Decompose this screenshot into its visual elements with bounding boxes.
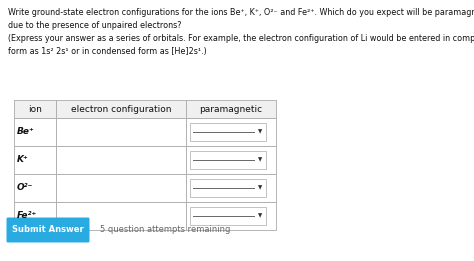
Bar [56,100,186,118]
Text: due to the presence of unpaired electrons?: due to the presence of unpaired electron… [8,21,182,30]
Text: O²⁻: O²⁻ [17,183,33,193]
Text: ▼: ▼ [258,157,262,163]
Text: Write ground-state electron configurations for the ions Be⁺, K⁺, O²⁻ and Fe²⁺. W: Write ground-state electron configuratio… [8,8,474,17]
Bar [186,202,276,230]
Bar [14,100,56,118]
Bar [56,202,186,230]
Text: form as 1s² 2s¹ or in condensed form as [He]2s¹.): form as 1s² 2s¹ or in condensed form as … [8,47,207,56]
Text: Be⁺: Be⁺ [17,128,35,137]
Text: electron configuration: electron configuration [71,104,171,114]
Text: K⁺: K⁺ [17,156,29,164]
Text: ▼: ▼ [258,213,262,218]
Bar [14,146,56,174]
Bar [186,118,276,146]
Text: ion: ion [28,104,42,114]
Bar [190,151,266,169]
Bar [14,174,56,202]
Bar [14,118,56,146]
FancyBboxPatch shape [7,217,90,242]
Bar [190,207,266,225]
Bar [186,174,276,202]
Text: Submit Answer: Submit Answer [12,226,84,234]
Bar [14,202,56,230]
Bar [190,123,266,141]
Text: ▼: ▼ [258,186,262,191]
Text: (Express your answer as a series of orbitals. For example, the electron configur: (Express your answer as a series of orbi… [8,34,474,43]
Bar [186,100,276,118]
Text: paramagnetic: paramagnetic [200,104,263,114]
Bar [56,118,186,146]
Bar [56,146,186,174]
Bar [190,179,266,197]
Bar [56,174,186,202]
Text: ▼: ▼ [258,129,262,134]
Bar [186,146,276,174]
Text: 5 question attempts remaining: 5 question attempts remaining [100,226,230,234]
Text: Fe²⁺: Fe²⁺ [17,211,37,221]
